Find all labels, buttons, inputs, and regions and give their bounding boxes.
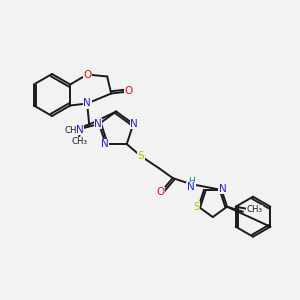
Text: O: O xyxy=(157,187,165,197)
Text: CH₃: CH₃ xyxy=(247,205,263,214)
Text: N: N xyxy=(83,98,91,109)
Text: S: S xyxy=(137,151,144,161)
Text: N: N xyxy=(187,182,195,192)
Text: N: N xyxy=(76,125,84,135)
Text: N: N xyxy=(101,139,109,149)
Text: H: H xyxy=(188,177,195,186)
Text: O: O xyxy=(124,86,132,97)
Text: N: N xyxy=(219,184,226,194)
Text: N: N xyxy=(130,119,138,129)
Text: N: N xyxy=(94,119,102,129)
Text: CH₃: CH₃ xyxy=(71,137,87,146)
Text: O: O xyxy=(83,70,91,80)
Text: S: S xyxy=(193,202,200,212)
Text: CH₃: CH₃ xyxy=(64,126,80,135)
